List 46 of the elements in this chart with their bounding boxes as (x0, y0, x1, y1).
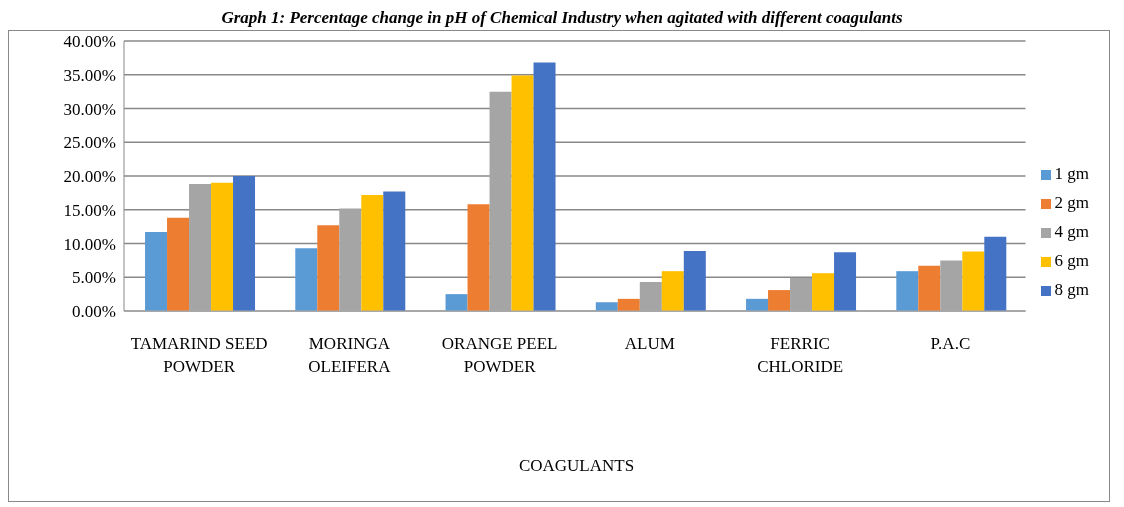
x-tick-label: MORINGA OLEIFERA (308, 334, 392, 376)
bar (467, 204, 490, 311)
x-tick-label: FERRIC CHLORIDE (757, 334, 844, 376)
bar (145, 232, 168, 311)
legend-label: 2 gm (1054, 192, 1089, 212)
bar (211, 182, 234, 311)
bar (918, 265, 941, 311)
bar (233, 176, 256, 311)
bar (295, 248, 318, 311)
bar (896, 271, 919, 311)
bar (361, 194, 384, 311)
bar (617, 298, 640, 311)
y-tick-label: 30.00% (63, 99, 116, 119)
bar (768, 290, 791, 311)
bar (511, 75, 534, 311)
bar (445, 294, 468, 311)
y-tick-label: 0.00% (72, 302, 116, 322)
legend-label: 8 gm (1054, 279, 1089, 299)
bar (317, 225, 340, 311)
bar (533, 62, 556, 311)
bar (683, 250, 706, 311)
bar (167, 217, 190, 311)
bar (962, 251, 985, 311)
y-tick-label: 5.00% (72, 268, 116, 288)
bar (834, 252, 857, 311)
x-axis-title: COAGULANTS (517, 456, 636, 476)
legend-label: 4 gm (1054, 221, 1089, 241)
legend-label: 6 gm (1054, 250, 1089, 270)
bar (746, 298, 769, 311)
y-tick-label: 20.00% (63, 167, 116, 187)
x-tick-label: ORANGE PEEL POWDER (441, 334, 558, 376)
chart-title: Graph 1: Percentage change in pH of Chemical Industry when agitated with different coagulants (220, 8, 904, 29)
y-tick-label: 35.00% (63, 65, 116, 85)
bar (595, 302, 618, 311)
bar (984, 236, 1007, 311)
y-tick-label: 10.00% (63, 234, 116, 254)
bar (661, 271, 684, 311)
bar (812, 273, 835, 311)
y-tick-label: 15.00% (63, 200, 116, 220)
x-tick-label: P.A.C (930, 334, 971, 353)
x-tick-label: TAMARIND SEED POWDER (130, 334, 268, 376)
x-tick-label: ALUM (624, 334, 675, 353)
y-tick-label: 40.00% (63, 32, 116, 52)
legend-label: 1 gm (1054, 163, 1089, 183)
y-tick-label: 25.00% (63, 133, 116, 153)
bar (383, 191, 406, 311)
